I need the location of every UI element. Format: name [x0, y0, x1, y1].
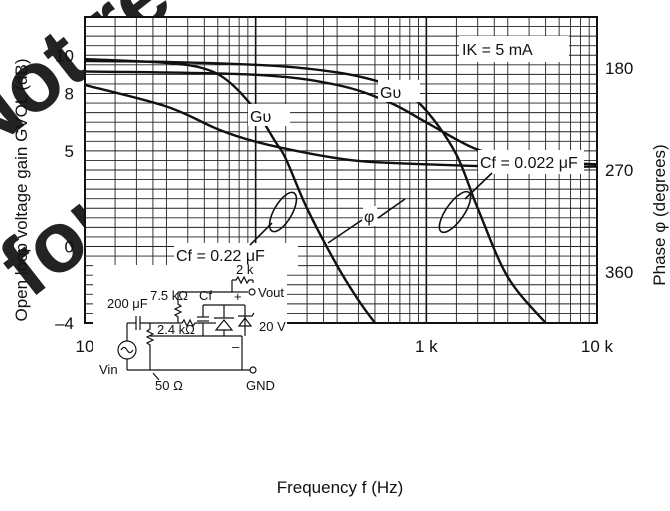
x-tick-label: 1 k: [415, 337, 438, 356]
annotation-cf-large-leader: [249, 222, 273, 246]
x-tick-label: 10: [76, 337, 95, 356]
annotation-cf-small-leader: [464, 172, 493, 200]
y-tick-label-right: 360: [605, 263, 633, 282]
circuit-label-gnd: GND: [246, 378, 275, 393]
circuit-label-cf: Cf: [199, 288, 212, 303]
series-line-gain_cf_22uF: [85, 57, 376, 323]
circuit-vout-terminal: [248, 288, 256, 296]
circuit-label-r-feedback: 7.5 kΩ: [150, 288, 188, 303]
circuit-label-r-2k4: 2.4 kΩ: [157, 322, 195, 337]
annotation-cf-small-bg: [478, 150, 584, 174]
annotation-phi-bg: [363, 206, 377, 226]
circuit-label-plus: +: [234, 289, 242, 304]
circuit-resistor-50: [145, 323, 155, 353]
annotation-gain-a-bg: [378, 80, 420, 102]
y-tick-label-right: 180: [605, 59, 633, 78]
y-tick-label-left: 0: [65, 238, 74, 257]
annotation-cf-small-label: Cf = 0.022 μF: [480, 155, 578, 172]
annotation-cf-small-ellipse: [438, 190, 472, 234]
circuit-inset: 200 μF7.5 kΩ Cf 2 k + Vout 2.4 kΩ 20 V – Vin 50 Ω…: [93, 262, 287, 416]
annotation-phi-label: φ: [364, 209, 374, 226]
circuit-source-wave: [120, 346, 134, 354]
circuit-wire: [152, 372, 160, 381]
circuit-label-minus: –: [232, 339, 240, 354]
circuit-resistor-2k4: [178, 318, 203, 328]
annotation-cf-large-ellipse: [268, 191, 298, 233]
y-axis-title-left: Open loop voltage gain GVOL (dB): [12, 58, 31, 321]
y-tick-label-left: 10: [55, 46, 74, 65]
x-tick-label: 10 k: [581, 337, 614, 356]
circuit-label-cap-input: 200 μF: [107, 296, 148, 311]
circuit-label-r-2k: 2 k: [236, 262, 254, 277]
y-tick-label-left: –4: [55, 314, 74, 333]
annotation-gain-a-label: Gυ: [380, 85, 401, 102]
y-tick-label-right: 270: [605, 161, 633, 180]
annotations: IK = 5 mA Gυ Gυ Cf = 0.022 μF Cf = 0.22 μF φ: [174, 36, 584, 267]
circuit-resistor-2k: [232, 275, 253, 285]
annotation-cf-large-bg: [174, 243, 298, 267]
circuit-label-vout: Vout: [258, 285, 284, 300]
circuit-zener-bar: [238, 312, 255, 317]
annotation-ik-label: IK = 5 mA: [462, 42, 533, 59]
circuit-resistor-7k5: [173, 292, 183, 323]
y-tick-label-left: 8: [65, 85, 74, 104]
annotation-phi-leader-right: [377, 198, 406, 219]
annotation-gain-b-label: Gυ: [250, 109, 271, 126]
circuit-label-r-50: 50 Ω: [155, 378, 183, 393]
y-tick-label-left: 5: [65, 142, 74, 161]
y-axis-title-right: Phase φ (degrees): [650, 144, 669, 285]
circuit-label-zener: 20 V: [259, 319, 286, 334]
circuit-gnd-terminal: [249, 366, 257, 374]
annotation-ik-bg: [459, 36, 569, 62]
annotation-cf-large-label: Cf = 0.22 μF: [176, 248, 265, 265]
annotation-gain-b-bg: [248, 104, 290, 126]
circuit-zener-body: [237, 317, 253, 327]
circuit-label-vin: Vin: [99, 362, 118, 377]
annotation-phi-leader-left: [327, 219, 363, 244]
x-axis-title: Frequency f (Hz): [277, 478, 404, 497]
